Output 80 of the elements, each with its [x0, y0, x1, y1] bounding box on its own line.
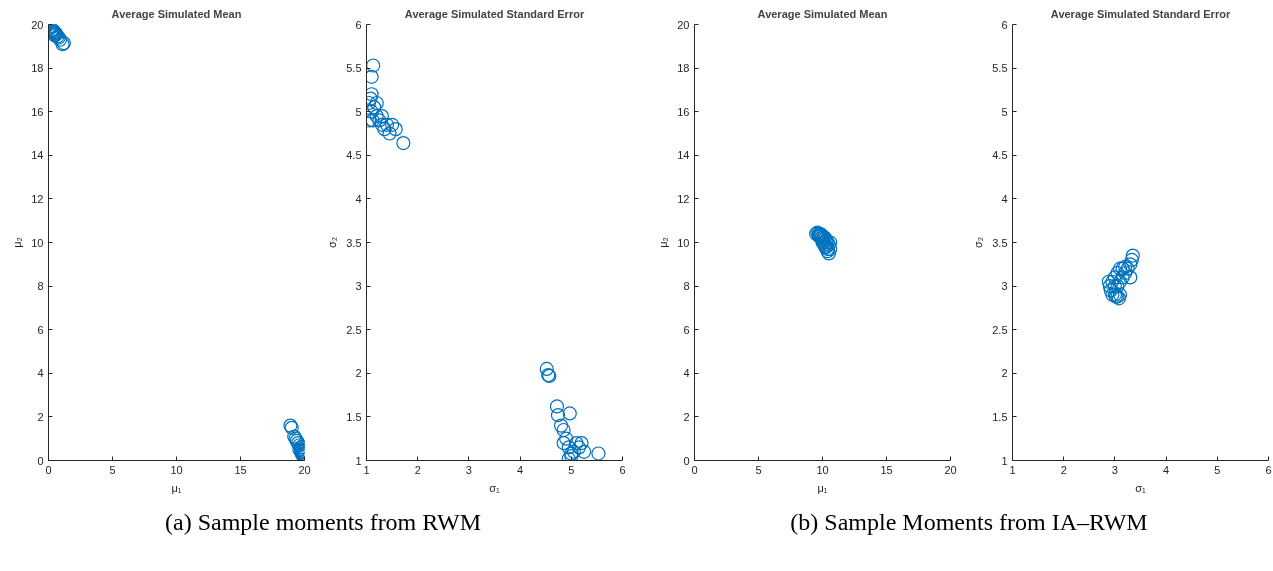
chart-title: Average Simulated Mean — [757, 7, 888, 20]
x-tick-label: 20 — [298, 463, 311, 476]
y-tick-label: 0 — [683, 454, 690, 467]
y-tick-label: 1.5 — [346, 410, 362, 423]
x-tick-label: 4 — [1163, 463, 1170, 476]
y-tick-label: 8 — [37, 280, 44, 293]
y-tick-label: 6 — [1001, 18, 1008, 31]
x-tick-label: 1 — [1009, 463, 1016, 476]
text: (b) Sample Moments from IA–RWM — [790, 508, 1148, 537]
y-tick-label: 1.5 — [992, 410, 1008, 423]
y-tick-label: 8 — [683, 280, 690, 293]
y-tick-label: 2.5 — [346, 323, 362, 336]
x-tick-label: 2 — [1060, 463, 1067, 476]
x-axis-title: μ₁ — [817, 481, 828, 494]
y-tick-label: 10 — [677, 236, 690, 249]
x-tick-label: 5 — [1214, 463, 1221, 476]
y-tick-label: 4 — [355, 192, 362, 205]
y-tick-label: 18 — [677, 62, 690, 75]
chart-title: Average Simulated Standard Error — [404, 7, 585, 20]
y-tick-label: 3.5 — [992, 236, 1008, 249]
y-tick-label: 3.5 — [346, 236, 362, 249]
y-tick-label: 2 — [1001, 367, 1008, 380]
y-tick-label: 1 — [1001, 454, 1008, 467]
y-axis-title: σ₂ — [326, 236, 339, 249]
y-tick-label: 3 — [355, 280, 362, 293]
x-tick-label: 1 — [363, 463, 370, 476]
y-tick-label: 12 — [677, 192, 690, 205]
y-tick-label: 3 — [1001, 280, 1008, 293]
y-tick-label: 5 — [1001, 105, 1008, 118]
x-tick-label: 0 — [691, 463, 698, 476]
x-axis-title: μ₁ — [171, 481, 182, 494]
x-tick-label: 15 — [234, 463, 247, 476]
y-tick-label: 2.5 — [992, 323, 1008, 336]
x-tick-label: 5 — [109, 463, 116, 476]
x-tick-label: 3 — [1111, 463, 1118, 476]
x-tick-label: 5 — [568, 463, 575, 476]
x-tick-label: 0 — [45, 463, 52, 476]
y-tick-label: 5.5 — [992, 62, 1008, 75]
y-tick-label: 10 — [31, 236, 44, 249]
y-tick-label: 4.5 — [992, 149, 1008, 162]
y-tick-label: 0 — [37, 454, 44, 467]
y-tick-label: 5 — [355, 105, 362, 118]
y-tick-label: 6 — [683, 323, 690, 336]
y-tick-label: 20 — [31, 18, 44, 31]
y-tick-label: 20 — [677, 18, 690, 31]
y-tick-label: 4 — [683, 367, 690, 380]
y-tick-label: 14 — [677, 149, 690, 162]
x-tick-label: 3 — [465, 463, 472, 476]
y-tick-label: 16 — [31, 105, 44, 118]
x-tick-label: 5 — [755, 463, 762, 476]
y-tick-label: 12 — [31, 192, 44, 205]
x-tick-label: 15 — [880, 463, 893, 476]
y-tick-label: 4 — [1001, 192, 1008, 205]
y-tick-label: 14 — [31, 149, 44, 162]
y-tick-label: 1 — [355, 454, 362, 467]
y-tick-label: 4.5 — [346, 149, 362, 162]
chart-title: Average Simulated Standard Error — [1050, 7, 1231, 20]
y-tick-label: 5.5 — [346, 62, 362, 75]
y-tick-label: 6 — [355, 18, 362, 31]
x-tick-label: 10 — [816, 463, 829, 476]
x-tick-label: 20 — [944, 463, 957, 476]
y-tick-label: 4 — [37, 367, 44, 380]
x-tick-label: 4 — [517, 463, 524, 476]
y-axis-title: μ₂ — [11, 237, 24, 248]
x-axis-title: σ₁ — [489, 481, 501, 494]
y-axis-title: σ₂ — [972, 236, 985, 249]
x-axis-title: σ₁ — [1135, 481, 1147, 494]
y-tick-label: 2 — [355, 367, 362, 380]
chart-title: Average Simulated Mean — [111, 7, 242, 20]
x-tick-label: 10 — [170, 463, 183, 476]
text: (a) Sample moments from RWM — [165, 508, 481, 537]
y-tick-label: 2 — [683, 410, 690, 423]
y-tick-label: 6 — [37, 323, 44, 336]
y-axis-title: μ₂ — [657, 237, 670, 248]
y-tick-label: 2 — [37, 410, 44, 423]
x-tick-label: 2 — [414, 463, 421, 476]
y-tick-label: 16 — [677, 105, 690, 118]
x-tick-label: 6 — [1265, 463, 1272, 476]
y-tick-label: 18 — [31, 62, 44, 75]
x-tick-label: 6 — [619, 463, 626, 476]
